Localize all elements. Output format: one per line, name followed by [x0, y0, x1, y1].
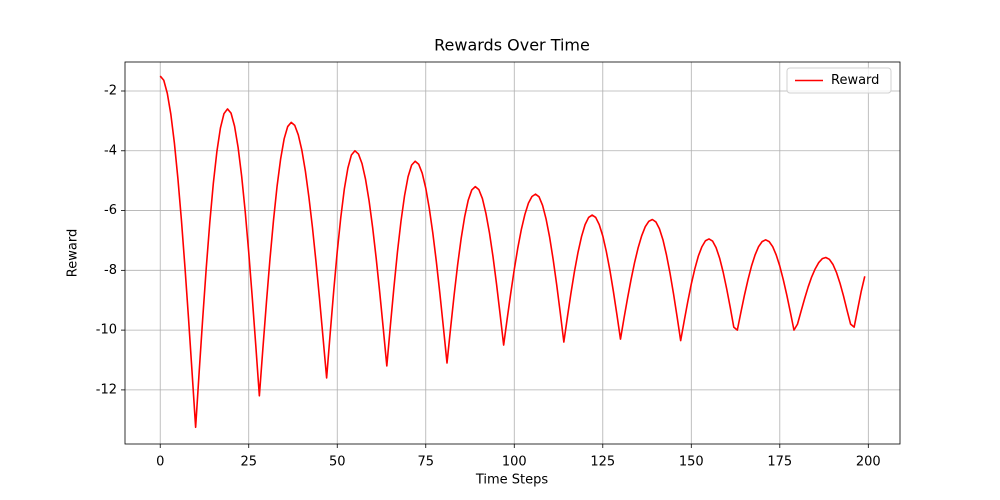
y-tick-label: -4: [104, 143, 117, 158]
y-tick-label: -6: [104, 203, 117, 218]
legend: Reward: [786, 67, 892, 94]
chart-title: Rewards Over Time: [434, 36, 590, 55]
x-tick-label: 125: [590, 455, 615, 470]
x-tick-label: 75: [417, 455, 434, 470]
legend-label: Reward: [831, 73, 879, 88]
axes-frame: [124, 61, 901, 445]
x-tick-label: 25: [240, 455, 257, 470]
line-series: [159, 75, 866, 429]
x-tick-label: 100: [502, 455, 527, 470]
y-axis-label: Reward: [66, 229, 81, 277]
x-tick-label: 200: [856, 455, 881, 470]
x-tick-label: 50: [329, 455, 346, 470]
y-tick-label: -10: [96, 323, 117, 338]
legend-box: [786, 67, 892, 94]
y-tick-label: -12: [96, 382, 117, 397]
y-tick-label: -8: [104, 263, 117, 278]
x-axis-label: Time Steps: [475, 473, 549, 488]
x-tick-label: 150: [679, 455, 704, 470]
y-tick-label: -2: [104, 83, 117, 98]
x-tick-label: 175: [767, 455, 792, 470]
x-tick-label: 0: [156, 455, 164, 470]
plot-area: 0 25 50 75 100 125 150 175 200 -12 -10 -8 -6 -4 -2 Rewa…: [96, 61, 901, 470]
